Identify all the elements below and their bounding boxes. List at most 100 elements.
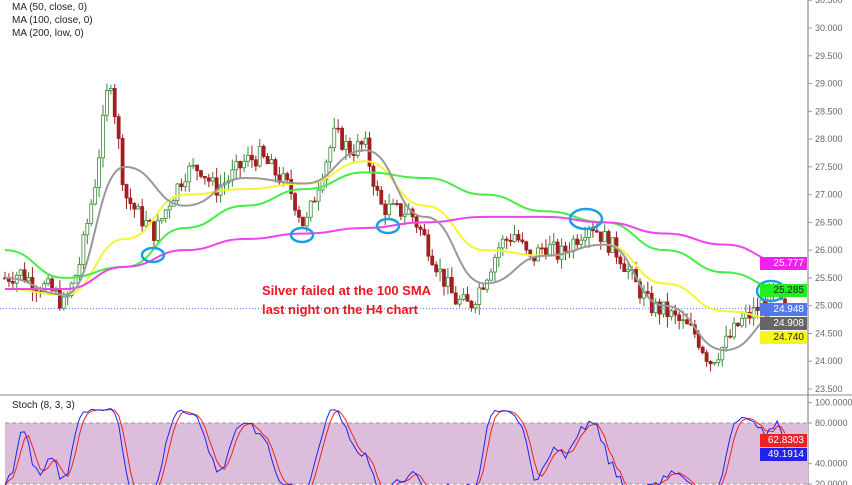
candle-body bbox=[206, 177, 211, 182]
candle-body bbox=[563, 245, 568, 252]
candle-body bbox=[81, 234, 86, 265]
candle-body bbox=[187, 165, 192, 183]
candle-body bbox=[140, 206, 145, 227]
candle-body bbox=[289, 179, 294, 195]
price-label: 25.285 bbox=[760, 283, 807, 297]
candle-body bbox=[751, 306, 756, 319]
price-tick-label: 23.500 bbox=[815, 384, 843, 394]
candle-body bbox=[422, 228, 427, 236]
candle-body bbox=[716, 359, 721, 363]
candle-body bbox=[167, 205, 172, 211]
candle-body bbox=[85, 223, 90, 236]
candle-body bbox=[700, 346, 705, 354]
candle-body bbox=[669, 310, 674, 318]
candle-body bbox=[457, 298, 462, 305]
candle-body bbox=[195, 164, 199, 172]
candle-body bbox=[136, 206, 141, 210]
candle-body bbox=[120, 138, 125, 185]
stoch-d-line bbox=[4, 407, 786, 485]
candle-body bbox=[93, 187, 98, 205]
candle-body bbox=[606, 231, 611, 253]
candle-body bbox=[649, 292, 654, 314]
candle-body bbox=[238, 161, 243, 169]
candle-body bbox=[112, 88, 117, 118]
candle-body bbox=[336, 127, 341, 130]
candle-body bbox=[661, 301, 666, 315]
ma-legend: MA (50, close, 0) MA (100, close, 0) MA … bbox=[12, 1, 93, 40]
candle-body bbox=[598, 231, 603, 242]
candle-body bbox=[202, 176, 207, 179]
candle-body bbox=[22, 269, 27, 282]
candle-body bbox=[285, 173, 290, 180]
price-label: 25.777 bbox=[760, 256, 807, 270]
annotation-text: Silver failed at the 100 SMA last night … bbox=[262, 281, 431, 319]
candle-body bbox=[246, 154, 250, 162]
candle-body bbox=[704, 352, 709, 362]
candle-body bbox=[144, 220, 149, 227]
stoch-band bbox=[5, 422, 808, 484]
candle-body bbox=[547, 243, 552, 256]
candle-body bbox=[375, 185, 380, 191]
candle-body bbox=[316, 189, 321, 202]
candle-body bbox=[524, 241, 529, 251]
candle-body bbox=[128, 197, 133, 204]
candle-body bbox=[728, 335, 733, 338]
candle-body bbox=[308, 200, 313, 218]
candle-body bbox=[250, 154, 254, 161]
candle-body bbox=[46, 278, 51, 284]
candle-body bbox=[50, 278, 54, 291]
price-tick-label: 27.500 bbox=[815, 162, 843, 172]
highlight-circle bbox=[140, 246, 166, 264]
candle-body bbox=[163, 209, 168, 219]
candle-body bbox=[152, 221, 156, 241]
candle-body bbox=[575, 238, 580, 245]
legend-ma50: MA (50, close, 0) bbox=[12, 2, 88, 13]
price-label: 24.908 bbox=[760, 316, 807, 330]
candle-body bbox=[473, 304, 478, 309]
candle-body bbox=[402, 213, 407, 217]
candle-body bbox=[340, 127, 344, 150]
stoch-tick-label: 20.0000 bbox=[815, 479, 848, 485]
price-label: 24.740 bbox=[760, 330, 807, 344]
candle-body bbox=[265, 156, 270, 165]
candle-body bbox=[594, 230, 599, 233]
candle-body bbox=[712, 362, 717, 365]
candle-body bbox=[344, 140, 348, 150]
candle-body bbox=[469, 300, 474, 309]
candle-body bbox=[398, 203, 403, 217]
candle-body bbox=[261, 145, 266, 157]
price-tick-label: 26.500 bbox=[815, 217, 843, 227]
candle-body bbox=[155, 220, 160, 241]
price-tick-label: 30.000 bbox=[815, 23, 843, 33]
stoch-d-value-label: 49.1914 bbox=[760, 448, 807, 462]
candle-body bbox=[105, 90, 109, 116]
candle-body bbox=[477, 287, 482, 305]
candle-body bbox=[351, 154, 356, 156]
candle-body bbox=[681, 319, 685, 322]
price-tick-label: 30.500 bbox=[815, 0, 843, 5]
candle-body bbox=[175, 183, 180, 202]
legend-ma200: MA (200, low, 0) bbox=[12, 28, 84, 39]
candle-body bbox=[618, 256, 623, 265]
highlight-circle bbox=[289, 226, 315, 244]
candle-body bbox=[461, 294, 466, 300]
price-tick-label: 27.000 bbox=[815, 190, 843, 200]
stoch-tick-label: 80.0000 bbox=[815, 418, 848, 428]
candle-body bbox=[300, 216, 305, 227]
candle-body bbox=[434, 264, 439, 273]
candle-body bbox=[485, 279, 490, 290]
candle-body bbox=[645, 291, 650, 294]
candle-body bbox=[489, 271, 493, 281]
candle-body bbox=[395, 203, 399, 205]
candle-body bbox=[653, 301, 658, 314]
ma-line-2 bbox=[5, 215, 786, 291]
candle-body bbox=[579, 239, 584, 245]
candle-body bbox=[312, 200, 317, 203]
candle-body bbox=[383, 203, 388, 216]
candle-body bbox=[257, 145, 262, 167]
candle-body bbox=[61, 296, 66, 309]
candle-body bbox=[551, 241, 556, 245]
candle-body bbox=[199, 170, 203, 177]
candle-body bbox=[242, 160, 246, 169]
